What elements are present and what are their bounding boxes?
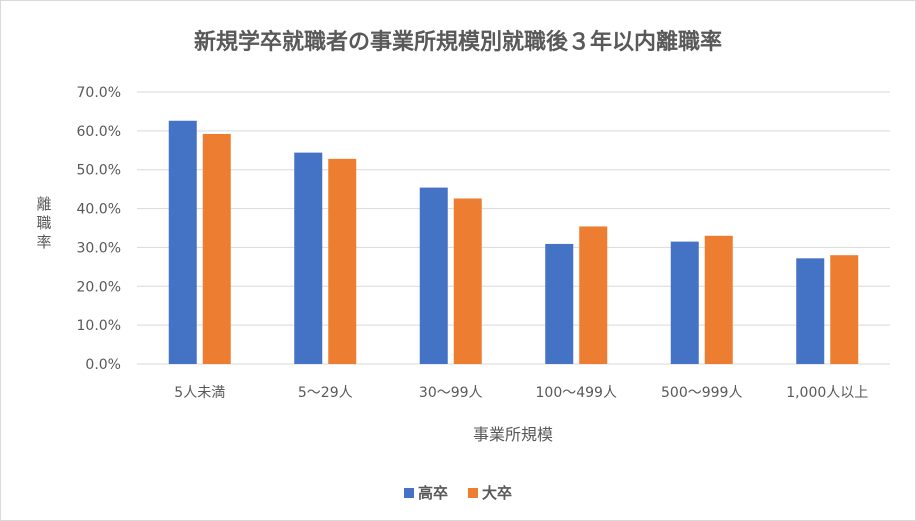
legend-item-daisotsu: 大卒 xyxy=(468,482,512,503)
bar-daisotsu xyxy=(830,255,859,364)
legend: 高卒 大卒 xyxy=(0,482,916,503)
bar-koso xyxy=(419,187,448,364)
y-tick-label: 40.0% xyxy=(77,202,121,218)
y-tick-label: 60.0% xyxy=(77,124,121,140)
bar-daisotsu xyxy=(202,133,231,364)
chart-title: 新規学卒就職者の事業所規模別就職後３年以内離職率 xyxy=(193,30,722,55)
x-tick-label: 500～999人 xyxy=(661,385,742,401)
x-tick-label: 30～99人 xyxy=(419,385,483,401)
bar-daisotsu xyxy=(453,198,482,364)
x-tick-label: 100～499人 xyxy=(536,385,617,401)
y-tick-label: 10.0% xyxy=(77,318,121,334)
bar-daisotsu xyxy=(704,235,733,364)
bar-koso xyxy=(796,258,825,364)
bar-koso xyxy=(168,120,197,364)
bar-daisotsu xyxy=(579,226,608,364)
bar-koso xyxy=(545,243,574,364)
legend-swatch xyxy=(403,487,414,498)
y-tick-label: 20.0% xyxy=(77,279,121,295)
x-tick-label: 5～29人 xyxy=(298,385,353,401)
legend-item-koso: 高卒 xyxy=(403,482,448,503)
y-tick-label: 50.0% xyxy=(77,163,121,179)
legend-label: 高卒 xyxy=(417,484,448,502)
y-tick-label: 70.0% xyxy=(77,85,121,101)
bar-daisotsu xyxy=(328,158,357,364)
bar-koso xyxy=(670,241,699,364)
legend-label: 大卒 xyxy=(482,484,513,502)
y-tick-label: 30.0% xyxy=(77,240,121,256)
x-axis-label: 事業所規模 xyxy=(472,425,553,444)
x-tick-label: 5人未満 xyxy=(174,385,225,401)
bar-koso xyxy=(294,152,323,364)
y-axis-label: 離職率 xyxy=(36,195,52,251)
y-tick-label: 0.0% xyxy=(85,357,121,373)
legend-swatch xyxy=(468,487,478,498)
x-tick-label: 1,000人以上 xyxy=(786,385,868,401)
